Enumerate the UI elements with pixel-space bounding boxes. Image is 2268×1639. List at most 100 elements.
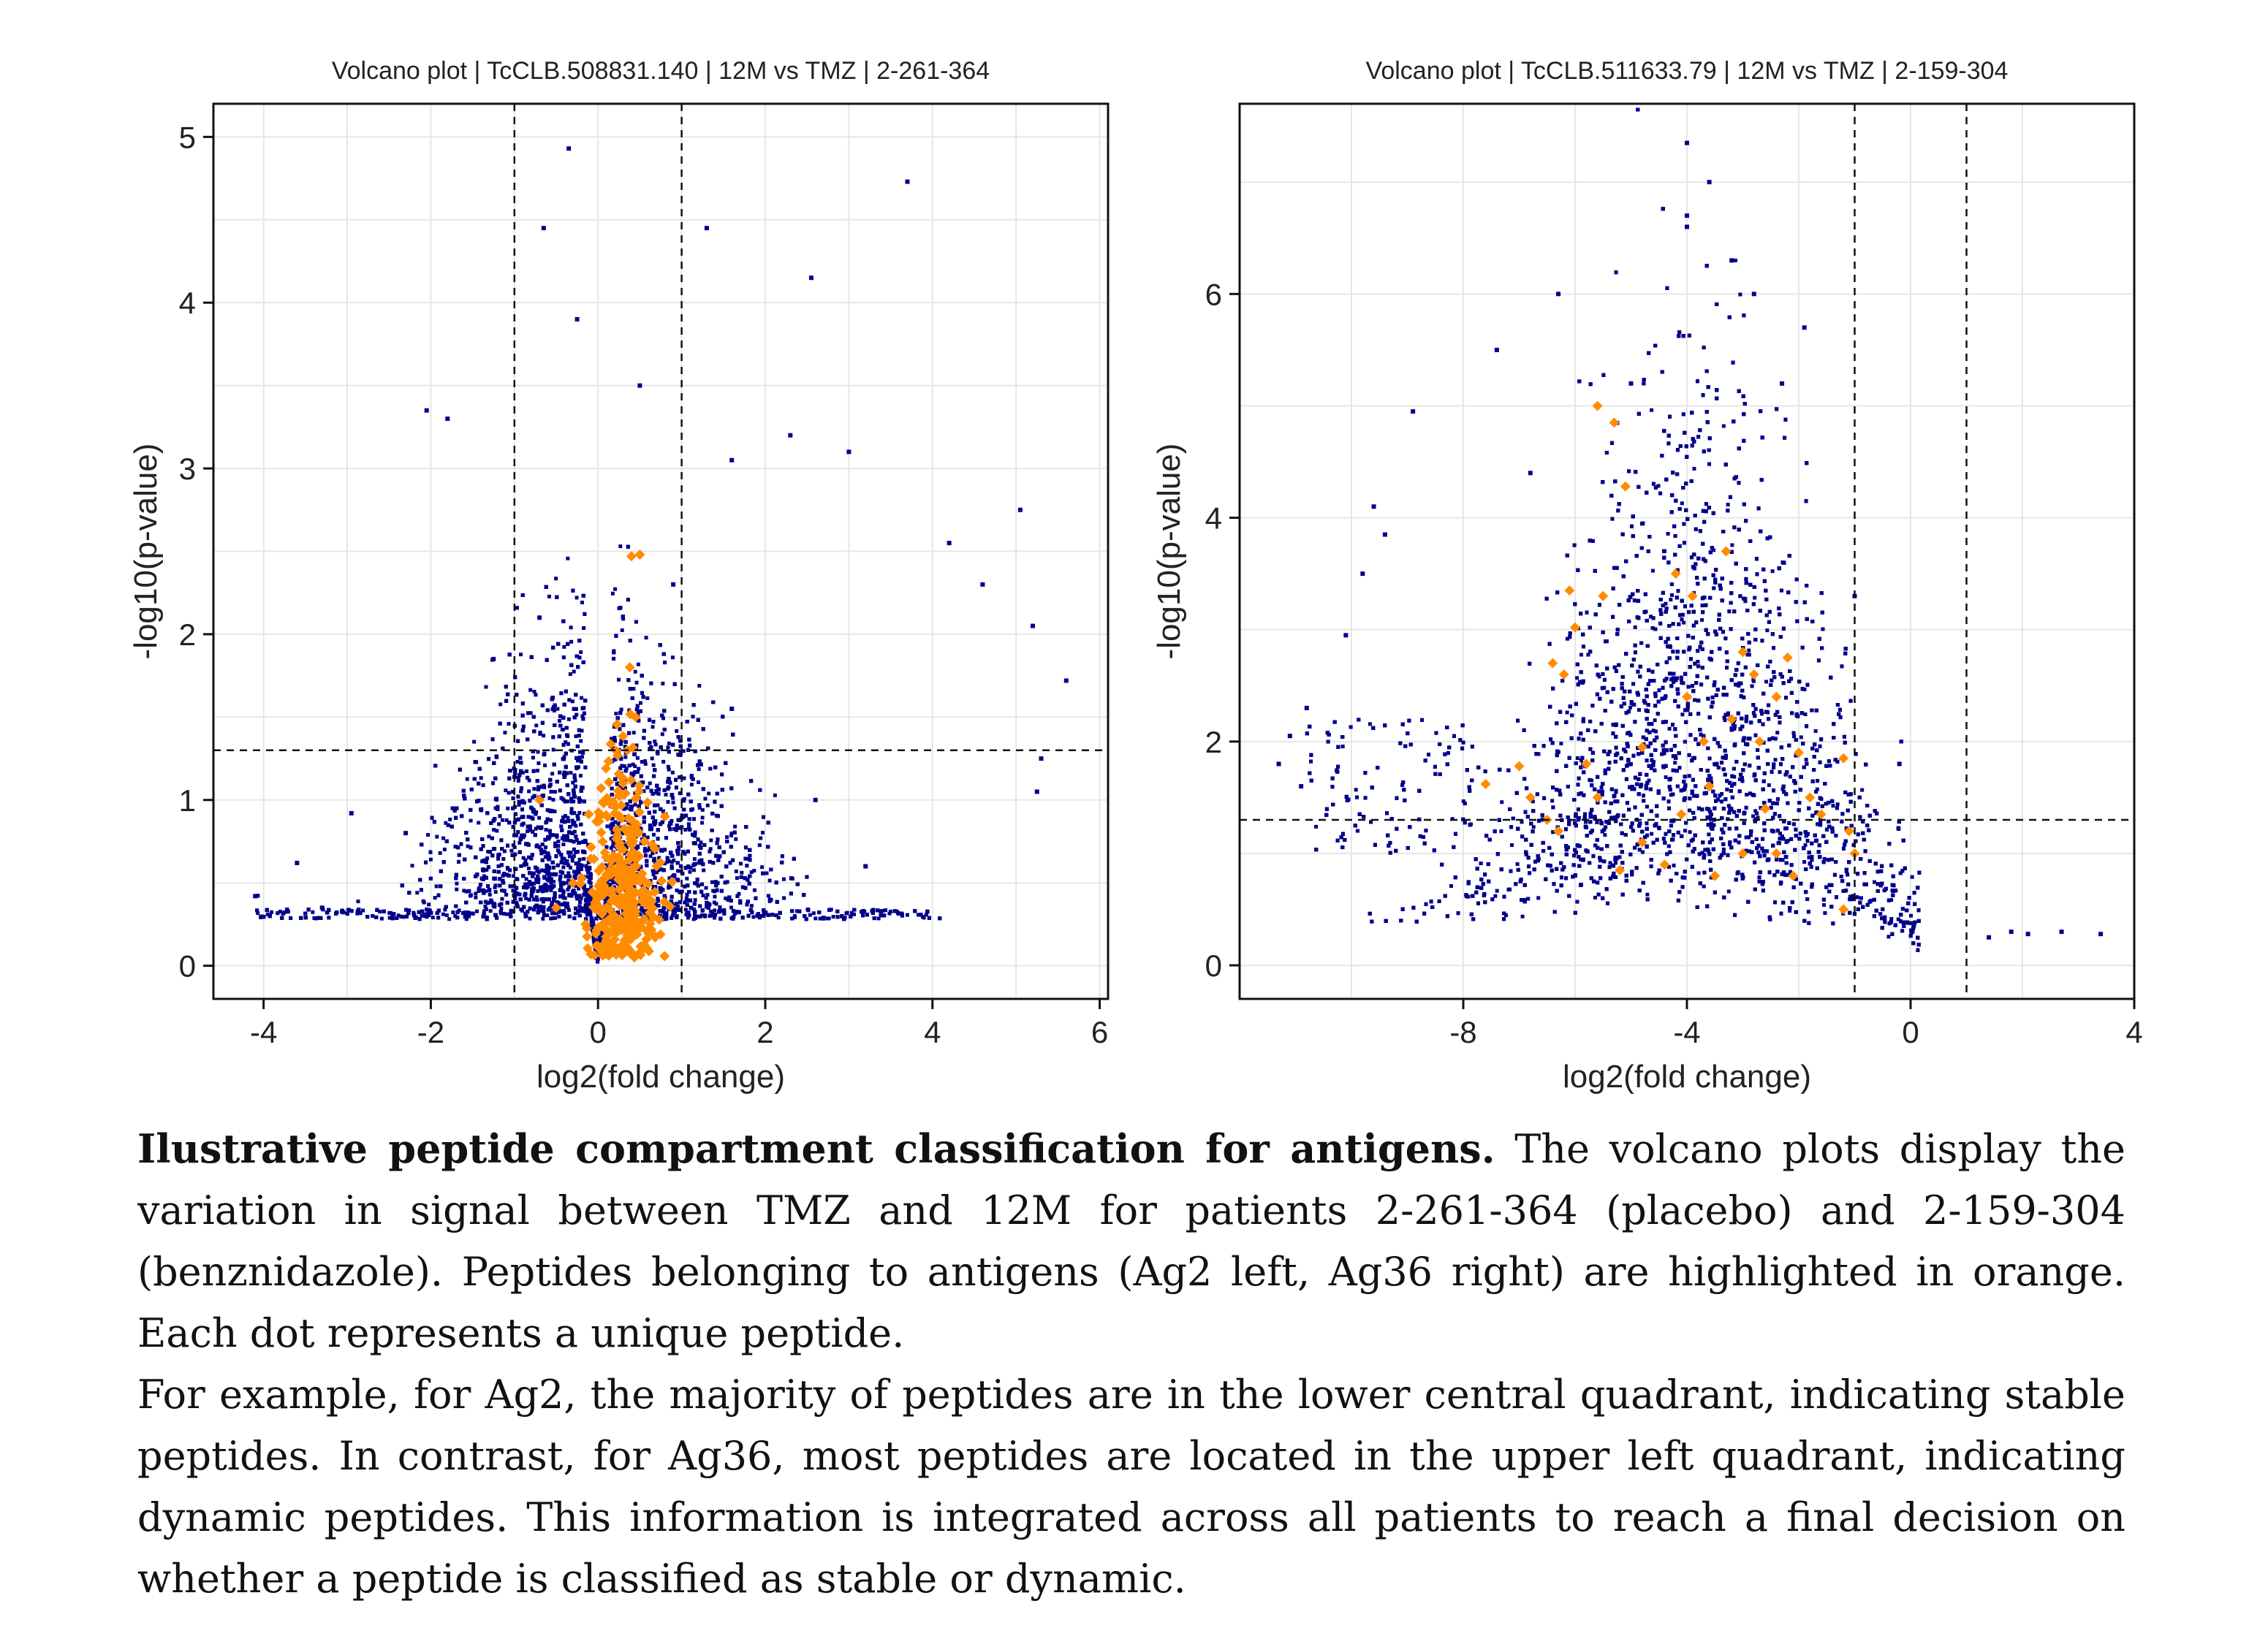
antigen-point [1558,669,1569,680]
antigen-point [1598,590,1609,601]
x-tick-label: 6 [1091,1015,1108,1049]
antigen-point [1592,792,1603,803]
data-point [813,797,818,802]
antigen-point [582,931,593,942]
y-tick-label: 2 [179,617,196,652]
antigen-point [622,930,633,941]
antigen-point [597,889,608,900]
antigen-point [640,900,651,910]
x-axis-label: log2(fold change) [1563,1059,1811,1095]
y-axis-label: -log10(p-value) [128,444,164,660]
data-point [704,226,709,231]
data-point [2025,932,2030,937]
data-point [1751,292,1756,297]
antigen-point [1737,848,1748,859]
antigen-point [1615,864,1626,875]
data-point [846,449,852,455]
antigen-point [600,903,611,914]
data-point [1063,678,1069,683]
data-point [1685,213,1689,218]
data-point [788,433,793,438]
threshold-lines [213,104,1108,999]
antigen-point [634,780,645,791]
antigen-point [1788,870,1799,881]
x-tick-label: 0 [590,1015,607,1049]
data-point [537,615,542,620]
data-point [808,275,813,281]
antigen-point [1570,622,1580,633]
antigen-point [644,908,655,919]
antigen-point [614,884,625,895]
antigen-point [643,889,654,900]
antigen-point [620,863,631,874]
antigen-point [1838,753,1849,764]
antigen-point [625,709,636,720]
data-point [1802,325,1807,330]
antigen-point [629,913,640,924]
data-point [671,582,676,587]
data-point [1628,381,1634,386]
antigen-point [643,946,654,957]
antigen-point [623,813,634,824]
antigen-point [656,875,667,886]
data-point [1371,504,1376,509]
antigen-point [634,807,645,818]
antigen-point [1547,658,1558,669]
antigen-point [655,929,666,940]
antigen-point [596,827,607,838]
antigen-point [617,949,628,960]
data-point [1411,409,1416,414]
antigen-point [591,925,602,936]
x-tick-label: 4 [924,1015,941,1049]
data-point [1304,705,1309,710]
antigen-point [626,775,637,786]
antigen-point [623,855,634,866]
data-point [491,656,496,661]
antigen-point [1480,779,1491,789]
antigen-point [639,939,650,950]
antigen-point [1609,417,1620,428]
antigen-point [1737,647,1748,658]
antigen-point [596,783,607,794]
data-point [2059,929,2064,935]
antigen-point [659,811,670,822]
antigen-point [638,875,649,886]
data-point [1729,258,1734,263]
data-point [2098,932,2104,937]
antigen-point [1771,848,1782,859]
y-tick-label: 6 [1205,277,1222,311]
data-point [729,457,735,463]
antigen-point [1687,590,1698,601]
data-point [1276,761,1281,767]
antigen-point [1794,748,1804,758]
outlier-points [253,146,1069,910]
antigen-point [610,745,621,756]
antigen-point [624,662,635,673]
antigen-point [585,853,596,864]
chart-title: Volcano plot | TcCLB.511633.79 | 12M vs … [1366,57,2009,85]
y-tick-label: 0 [179,949,196,984]
data-point [637,383,642,388]
antigen-point [618,731,629,742]
antigen-point [599,847,610,858]
antigen-point [1564,585,1575,596]
antigen-point [1525,792,1536,803]
antigen-point [626,551,637,562]
antigen-point [620,901,631,912]
data-point [980,582,985,587]
antigen-point [602,793,612,804]
data-point [1556,292,1561,297]
antigen-point [616,813,627,824]
data-point [1031,623,1036,628]
antigen-point [1849,848,1860,859]
x-tick-label: 4 [2125,1015,2142,1049]
antigen-point [639,836,650,847]
x-tick-label: -8 [1449,1015,1476,1049]
plot-frame [212,102,1110,1000]
antigen-point [612,853,623,864]
x-tick-label: 2 [756,1015,773,1049]
y-tick-label: 0 [1205,948,1222,983]
antigen-point [1838,904,1849,915]
antigen-point [633,786,644,797]
antigen-point [1698,736,1709,747]
